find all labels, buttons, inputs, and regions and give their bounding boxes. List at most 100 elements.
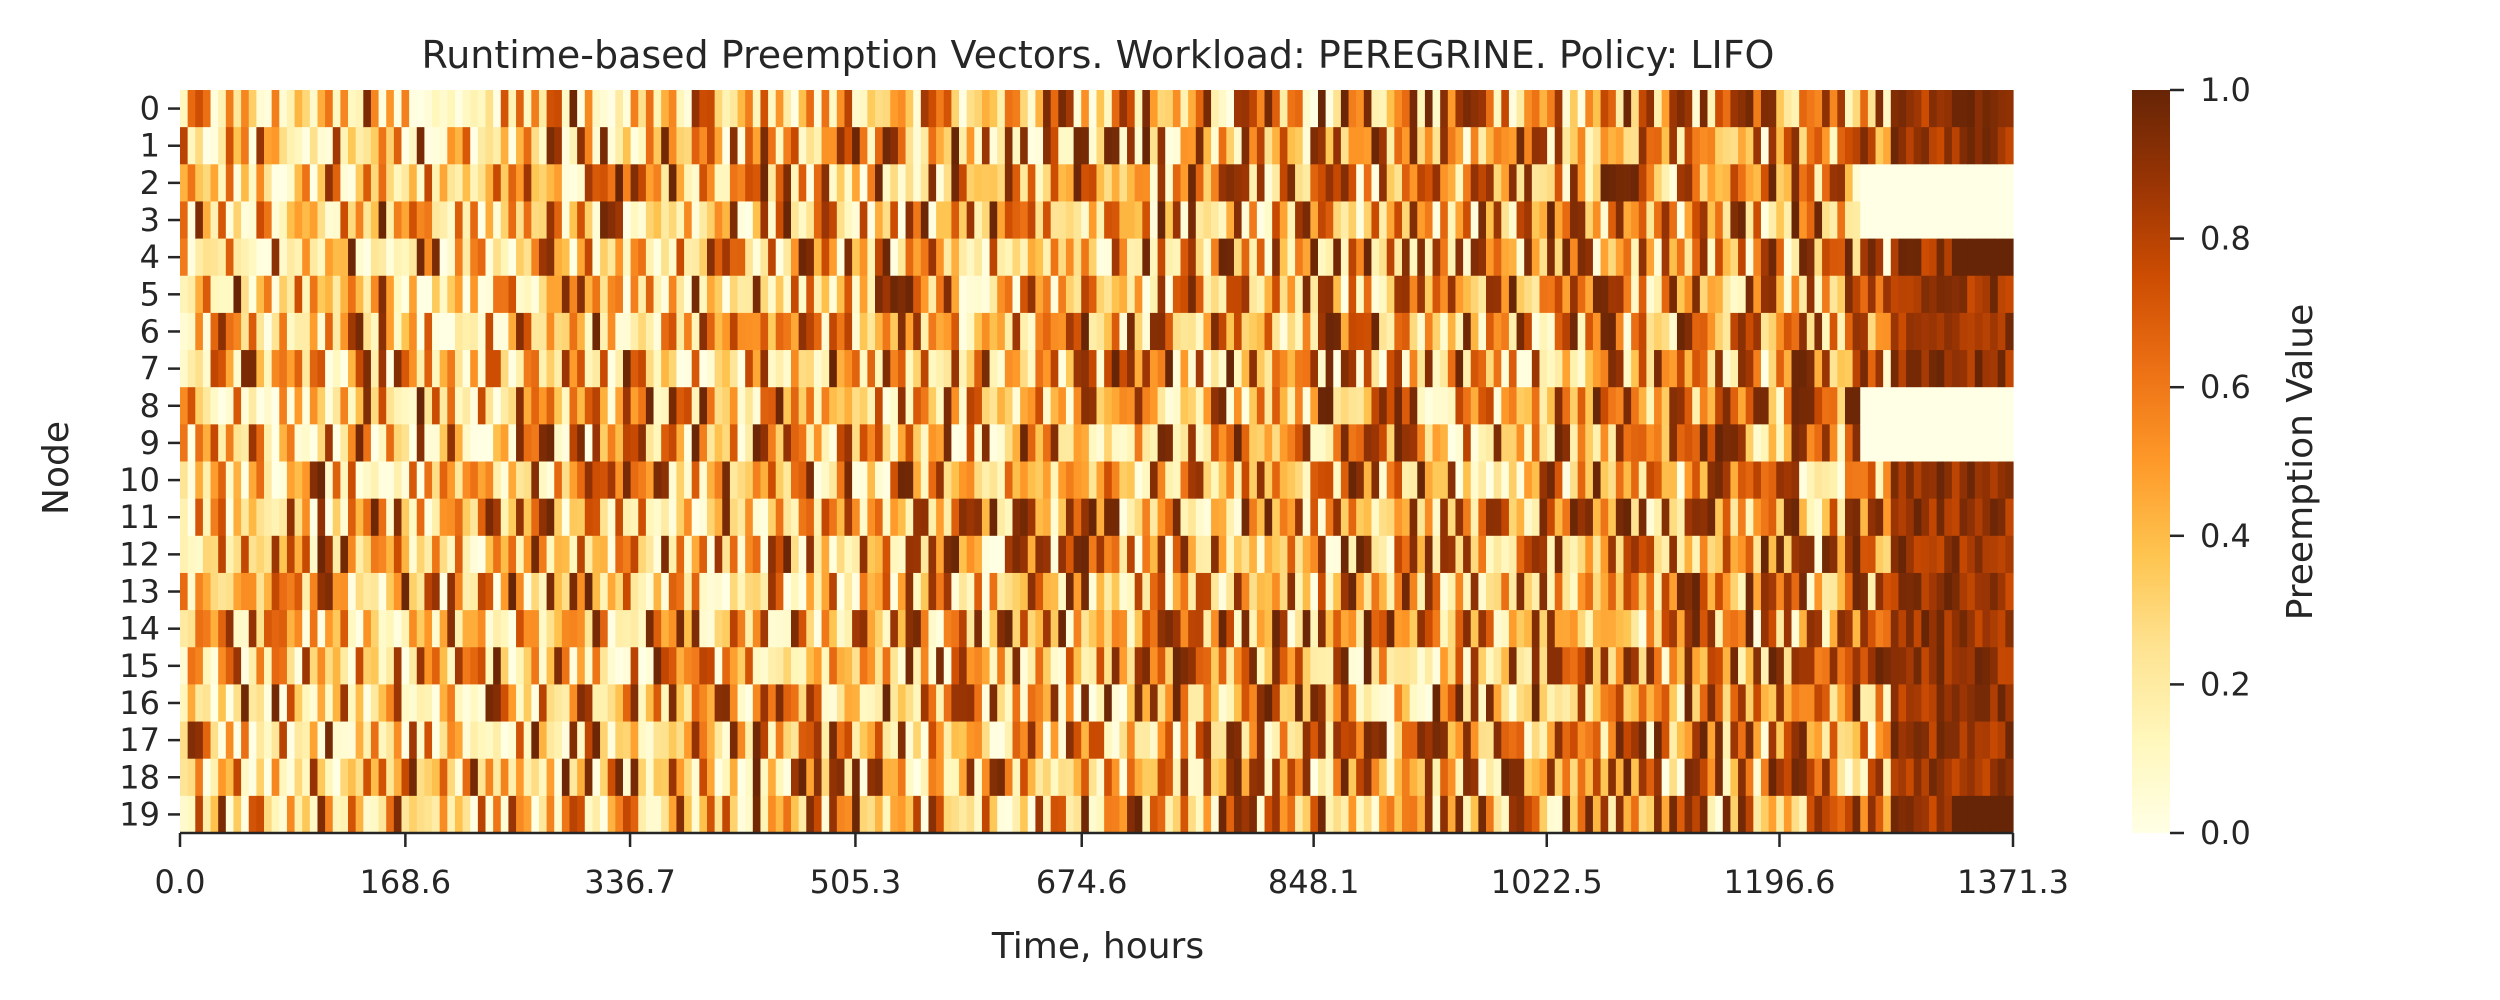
heatmap-cell [302,424,311,463]
heatmap-cell [1402,572,1411,611]
heatmap-cell [630,684,639,723]
heatmap-cell [1982,238,1991,277]
heatmap-cell [1096,647,1105,685]
heatmap-cell [592,387,601,425]
y-tick-label: 6 [140,312,160,350]
heatmap-cell [1027,387,1036,425]
heatmap-cell [1707,572,1716,611]
heatmap-cell [1661,275,1670,314]
heatmap-cell [1806,127,1816,165]
heatmap-cell [1883,610,1892,648]
heatmap-cell [928,758,937,797]
heatmap-cell [699,795,708,834]
heatmap-cell [1012,572,1021,611]
heatmap-cell [844,350,853,388]
heatmap-cell [1081,424,1090,463]
heatmap-cell [378,127,387,165]
heatmap-cell [813,535,823,574]
heatmap-cell [1363,90,1373,128]
heatmap-cell [1203,721,1212,760]
heatmap-cell [264,795,273,834]
heatmap-cell [1867,90,1877,128]
heatmap-cell [264,238,273,277]
heatmap-cell [1470,238,1479,277]
heatmap-cell [1684,238,1693,277]
heatmap-cell [2005,201,2014,240]
heatmap-cell [340,238,349,277]
heatmap-cell [1020,610,1029,648]
heatmap-cell [1814,684,1823,723]
heatmap-cell [1470,201,1479,240]
heatmap-cell [951,424,960,463]
heatmap-cell [1654,424,1663,463]
heatmap-cell [1638,387,1647,425]
heatmap-cell [1615,350,1625,388]
heatmap-cell [1501,535,1510,574]
heatmap-cell [997,461,1006,500]
heatmap-cell [508,535,517,574]
heatmap-cell [768,238,777,277]
heatmap-cell [241,312,250,351]
heatmap-cell [500,461,510,500]
heatmap-cell [1493,610,1502,648]
heatmap-cell [1860,758,1869,797]
heatmap-cell [1440,498,1449,537]
heatmap-cell [401,164,410,203]
heatmap-cell [936,498,945,537]
heatmap-cell [1134,238,1143,277]
heatmap-cell [378,758,387,797]
heatmap-cell [462,238,471,277]
heatmap-cell [271,201,280,240]
heatmap-cell [1524,350,1533,388]
colorbar-tick-label: 0.4 [2200,517,2251,555]
heatmap-cell [1585,424,1594,463]
heatmap-cell [936,350,945,388]
heatmap-cell [1646,498,1655,537]
heatmap-cell [432,90,441,128]
heatmap-cell [1906,350,1915,388]
heatmap-cell [1676,201,1686,240]
heatmap-cell [1753,127,1762,165]
heatmap-cell [1944,424,1953,463]
heatmap-cell [1432,498,1441,537]
heatmap-cell [523,424,532,463]
heatmap-cell [1424,387,1434,425]
heatmap-cell [1715,758,1724,797]
heatmap-cell [1241,350,1250,388]
heatmap-cell [1715,461,1724,500]
heatmap-cell [1631,498,1640,537]
heatmap-cell [1837,424,1846,463]
heatmap-cell [1149,424,1159,463]
heatmap-cell [836,238,846,277]
heatmap-cell [309,275,319,314]
heatmap-cell [1172,647,1182,685]
heatmap-cell [1615,461,1625,500]
heatmap-cell [1661,201,1670,240]
heatmap-cell [1615,610,1625,648]
heatmap-cell [1562,795,1571,834]
heatmap-cell [1570,647,1579,685]
heatmap-cell [607,90,616,128]
heatmap-cell [195,461,204,500]
heatmap-cell [760,572,769,611]
heatmap-cell [546,461,555,500]
heatmap-cell [1241,312,1250,351]
heatmap-cell [1149,647,1159,685]
heatmap-cell [1967,238,1976,277]
heatmap-cell [393,350,403,388]
heatmap-cell [691,275,700,314]
heatmap-cell [1760,201,1770,240]
heatmap-cell [768,201,777,240]
heatmap-cell [745,647,754,685]
heatmap-cell [1317,461,1327,500]
heatmap-cell [638,684,647,723]
heatmap-cell [1799,498,1808,537]
heatmap-cell [1776,275,1785,314]
heatmap-cell [1363,498,1373,537]
heatmap-cell [1043,424,1052,463]
heatmap-cell [1104,350,1113,388]
heatmap-cell [1310,721,1319,760]
heatmap-cell [409,238,418,277]
heatmap-cell [340,684,349,723]
heatmap-cell [1386,535,1395,574]
